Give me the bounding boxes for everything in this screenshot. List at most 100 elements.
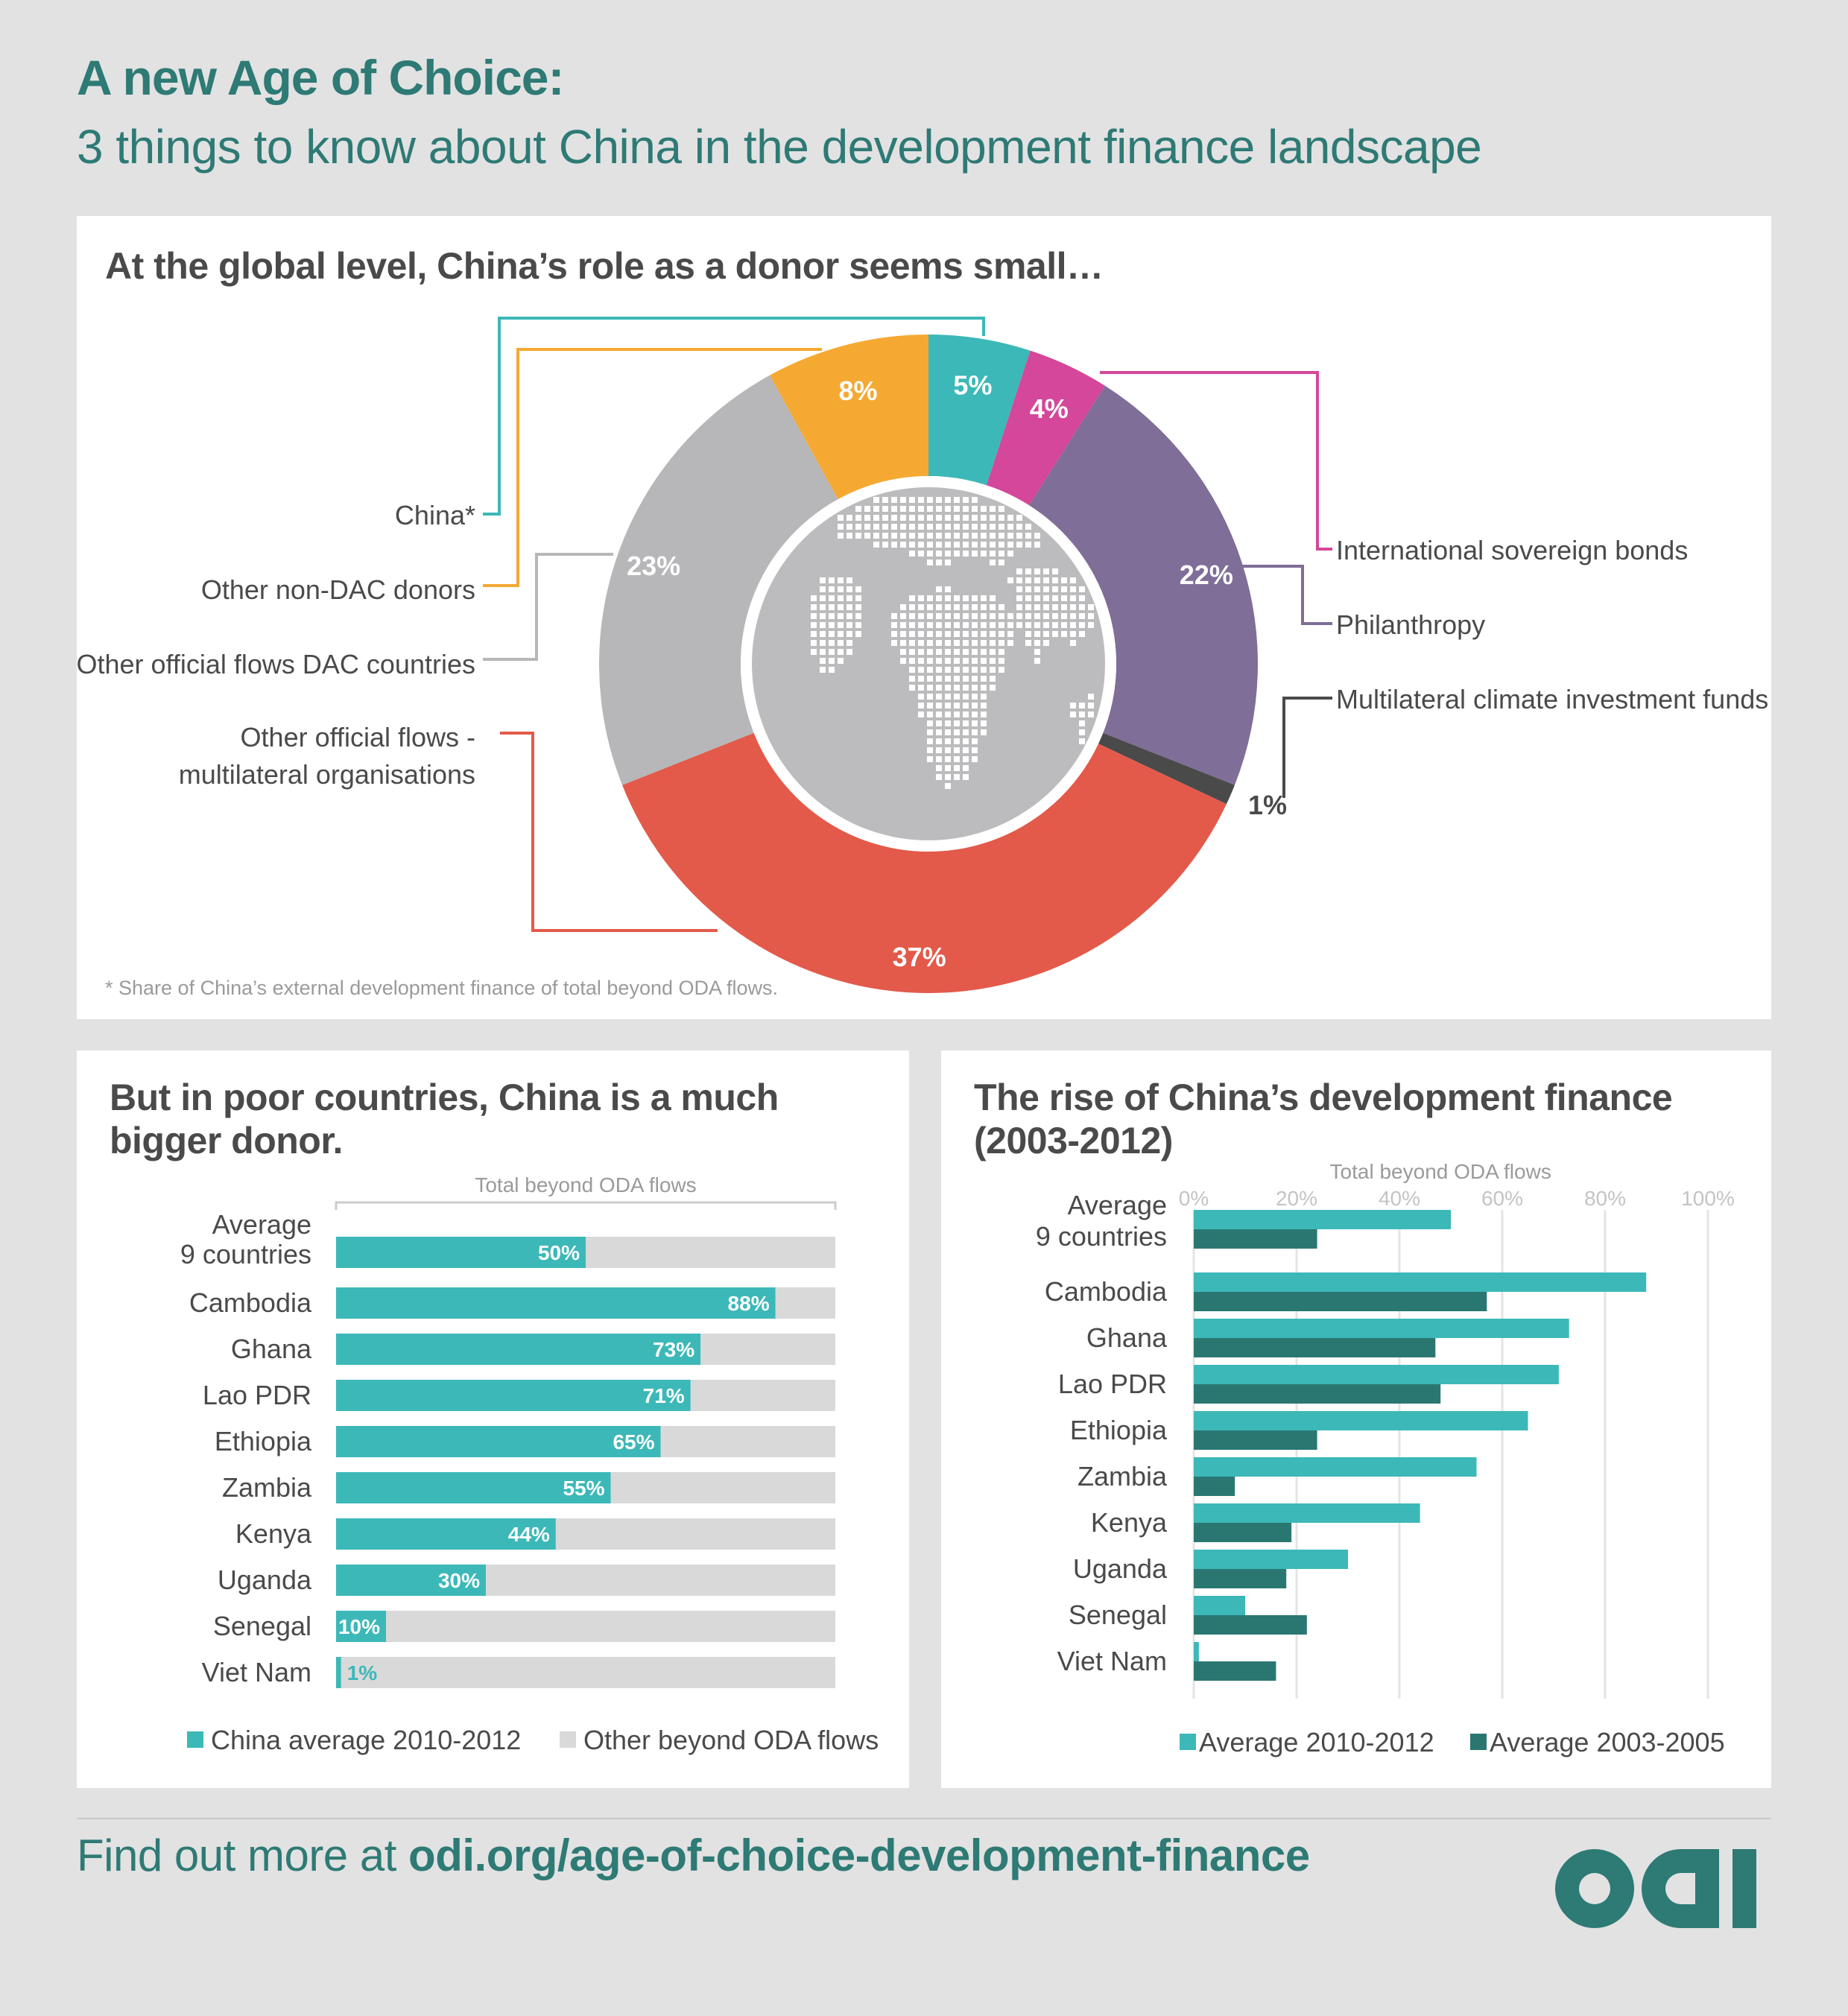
grouped-bar-chart: Total beyond ODA flows 0% 20% 40% 60% 80% 100%…	[1036, 1160, 1735, 1757]
bar-china-lao-pdr	[336, 1380, 691, 1411]
rise-heading: The rise of China’s development finance …	[974, 1076, 1673, 1162]
bar-2010-2012-ghana	[1194, 1319, 1569, 1338]
category-label-senegal: Senegal	[1069, 1600, 1167, 1630]
legend-swatch-china-average-2010-2012	[187, 1731, 203, 1748]
donut-slice-other-official-flows-multilateral-organisations	[622, 732, 1227, 994]
bar-2003-2005-senegal	[1194, 1615, 1307, 1635]
donut-label-china: China*	[395, 500, 475, 530]
bar-2003-2005-kenya	[1194, 1523, 1292, 1542]
rise-heading-line1: The rise of China’s development finance	[974, 1077, 1673, 1118]
bar-2003-2005-ethiopia	[1194, 1430, 1317, 1450]
donut-slice-china	[928, 335, 1031, 486]
donut-slice-other-official-flows-dac-countries	[599, 375, 838, 785]
bar-china-uganda	[336, 1565, 486, 1596]
category-label-zambia: Zambia	[222, 1472, 312, 1503]
category-label-kenya: Kenya	[1091, 1507, 1168, 1538]
global-donor-panel: At the global level, China’s role as a d…	[76, 216, 1771, 1019]
donut-label-other-non-dac-donors: Other non-DAC donors	[201, 574, 475, 605]
category-label-ghana: Ghana	[1086, 1322, 1168, 1353]
bar-other-lao-pdr	[690, 1380, 835, 1411]
category-label-ethiopia: Ethiopia	[1070, 1415, 1168, 1445]
leader-line-philanthropy	[1209, 565, 1332, 625]
legend-swatch-other-beyond-oda-flows	[560, 1731, 576, 1748]
legend-label-china-average-2010-2012: China average 2010-2012	[211, 1725, 521, 1755]
footer-divider	[77, 1818, 1771, 1819]
donut-chart: 5% 4% 22% 1% 37% 23% 8% China* International so…	[76, 317, 1768, 999]
category-label-average-9-countries: Average 9 countries	[180, 1209, 311, 1269]
donut-slice-other-non-dac-donors	[770, 335, 928, 500]
bar-other-ghana	[700, 1334, 835, 1365]
category-label-average-9-countries: Average 9 countries	[1036, 1190, 1167, 1252]
donut-value-other-official-flows-dac-countries: 23%	[627, 551, 680, 581]
bar-2003-2005-ghana	[1194, 1338, 1436, 1357]
leader-line-other-official-flows-dac-countries	[483, 553, 613, 661]
bar-china-viet-nam	[336, 1657, 341, 1688]
bar-2010-2012-uganda	[1194, 1550, 1348, 1569]
tick-label-100: 100%	[1681, 1187, 1735, 1210]
bar-2010-2012-cambodia	[1194, 1272, 1647, 1292]
rise-heading-line2: (2003-2012)	[974, 1120, 1173, 1161]
bar-other-senegal	[386, 1611, 835, 1642]
donut-slice-multilateral-climate-investment-funds	[1098, 732, 1235, 805]
bar-2003-2005-uganda	[1194, 1569, 1287, 1588]
bar-china-ghana	[336, 1334, 701, 1365]
donut-label-other-official-flows-dac-countries: Other official flows DAC countries	[76, 649, 475, 679]
category-label-senegal: Senegal	[213, 1611, 311, 1641]
bar-2003-2005-average-9-countries	[1194, 1229, 1317, 1249]
legend-label-other-beyond-oda-flows: Other beyond ODA flows	[583, 1725, 879, 1755]
donut-label-other-official-flows-multilateral-organisations: Other official flows -multilateral organ…	[179, 722, 475, 790]
page-subtitle: 3 things to know about China in the deve…	[77, 120, 1482, 174]
poor-countries-heading: But in poor countries, China is a much b…	[110, 1076, 779, 1162]
bar-2010-2012-senegal	[1194, 1596, 1245, 1615]
bar-label-viet-nam: 1%	[347, 1661, 378, 1684]
category-label-uganda: Uganda	[1073, 1553, 1168, 1584]
bar-label-zambia: 55%	[563, 1477, 604, 1500]
leader-line-international-sovereign-bonds	[1100, 371, 1332, 551]
bar-2010-2012-zambia	[1194, 1457, 1477, 1477]
donut-slice-philanthropy	[1029, 385, 1258, 785]
bar-2010-2012-viet-nam	[1194, 1642, 1199, 1661]
donut-value-china: 5%	[953, 370, 992, 401]
category-label-cambodia: Cambodia	[1045, 1276, 1168, 1307]
category-label-zambia: Zambia	[1078, 1461, 1168, 1492]
bar-2003-2005-viet-nam	[1194, 1661, 1276, 1681]
poor-countries-heading-line2: bigger donor.	[110, 1120, 343, 1161]
bar-label-average-9-countries: 50%	[538, 1241, 580, 1264]
footer-link[interactable]: odi.org/age-of-choice-development-financ…	[408, 1830, 1310, 1880]
legend-label-average-2010-2012: Average 2010-2012	[1199, 1727, 1434, 1757]
poor-countries-panel: But in poor countries, China is a much b…	[77, 1050, 909, 1788]
tick-label-80: 80%	[1584, 1187, 1626, 1210]
bar-china-average-9-countries	[336, 1237, 586, 1268]
stacked-chart-bracket	[335, 1201, 837, 1210]
donut-slice-international-sovereign-bonds	[986, 350, 1105, 506]
leader-line-multilateral-climate-investment-funds	[1282, 697, 1332, 798]
leader-line-china	[483, 317, 985, 516]
footer-prefix: Find out more at	[77, 1830, 409, 1880]
global-panel-heading: At the global level, China’s role as a d…	[105, 245, 1104, 287]
bar-other-average-9-countries	[586, 1237, 835, 1268]
bar-china-zambia	[336, 1472, 611, 1503]
footer-cta: Find out more at odi.org/age-of-choice-d…	[77, 1830, 1310, 1881]
category-label-lao-pdr: Lao PDR	[203, 1380, 311, 1410]
donut-value-international-sovereign-bonds: 4%	[1030, 393, 1069, 424]
category-label-ghana: Ghana	[231, 1334, 312, 1364]
stacked-chart-title: Total beyond ODA flows	[475, 1173, 696, 1196]
bar-label-ethiopia: 65%	[613, 1430, 654, 1454]
bar-china-cambodia	[336, 1287, 776, 1319]
bar-label-cambodia: 88%	[728, 1292, 770, 1315]
bar-other-cambodia	[775, 1287, 835, 1319]
bar-china-senegal	[336, 1611, 386, 1642]
bar-other-ethiopia	[660, 1426, 835, 1457]
donut-label-multilateral-climate-investment-funds: Multilateral climate investment funds	[1336, 684, 1768, 714]
category-label-viet-nam: Viet Nam	[202, 1657, 311, 1687]
donut-label-international-sovereign-bonds: International sovereign bonds	[1336, 535, 1688, 565]
tick-label-20: 20%	[1276, 1187, 1317, 1210]
bar-other-zambia	[610, 1472, 835, 1503]
bar-label-uganda: 30%	[438, 1569, 480, 1592]
odi-logo-icon	[1555, 1849, 1756, 1928]
bar-2010-2012-average-9-countries	[1194, 1210, 1451, 1229]
bar-china-ethiopia	[336, 1426, 661, 1457]
stacked-bar-chart: Total beyond ODA flows 50% Average 9 countr…	[180, 1173, 879, 1755]
bar-2010-2012-kenya	[1194, 1503, 1420, 1523]
bar-2010-2012-lao-pdr	[1194, 1365, 1559, 1384]
